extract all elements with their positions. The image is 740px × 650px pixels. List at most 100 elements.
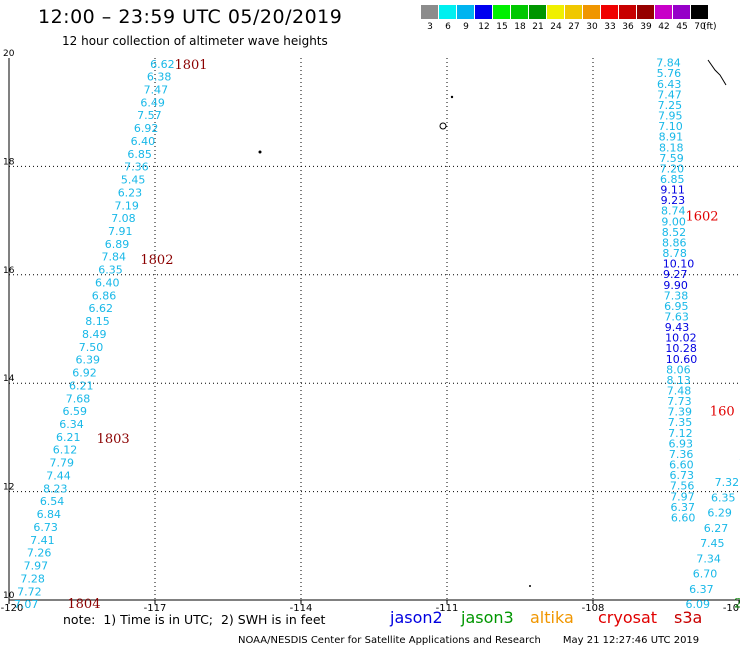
legend-label: 18 xyxy=(514,22,526,32)
chart-subtitle: 12 hour collection of altimeter wave hei… xyxy=(62,34,328,48)
wave-height-label: 10.10 xyxy=(663,258,695,271)
wave-height-label: 6.62 xyxy=(88,302,113,315)
wave-height-label: 6.40 xyxy=(95,276,120,289)
wave-height-label: 6.54 xyxy=(40,495,64,508)
wave-height-label: 5.76 xyxy=(657,67,682,80)
track-id-label: 1602 xyxy=(685,210,718,225)
wave-height-label: 6.21 xyxy=(69,379,94,392)
footer-timestamp: May 21 12:27:46 UTC 2019 xyxy=(562,635,700,646)
legend-swatch xyxy=(439,5,456,19)
x-tick-label: -120 xyxy=(1,603,24,614)
wave-height-label: 6.95 xyxy=(664,300,689,313)
wave-height-label: 6.49 xyxy=(140,96,165,109)
legend-label: 15 xyxy=(496,22,508,32)
edge-label: 221 xyxy=(734,597,740,612)
wave-height-label: 6.21 xyxy=(56,431,81,444)
wave-height-label: 7.95 xyxy=(658,110,683,123)
wave-height-label: 7.45 xyxy=(700,537,725,550)
wave-height-label: 7.34 xyxy=(696,552,721,565)
wave-height-label: 7.47 xyxy=(144,83,169,96)
wave-height-label: 10.28 xyxy=(665,342,697,355)
satellite-altika: altika xyxy=(530,608,574,627)
wave-height-label: 7.84 xyxy=(101,251,126,264)
wave-height-label: 8.15 xyxy=(85,315,110,328)
wave-height-label: 7.84 xyxy=(656,57,681,70)
legend-label: 3 xyxy=(427,22,433,32)
wave-height-label: 6.92 xyxy=(134,122,159,135)
wave-height-label: 6.73 xyxy=(670,469,695,482)
wave-height-label: 6.84 xyxy=(37,508,62,521)
wave-height-label: 6.92 xyxy=(72,367,97,380)
wave-height-label: 7.20 xyxy=(660,162,685,175)
wave-height-label: 7.28 xyxy=(20,572,44,585)
wave-height-label: 7.25 xyxy=(658,99,683,112)
wave-height-label: 6.89 xyxy=(105,238,130,251)
legend-label: 9 xyxy=(463,22,469,32)
wave-height-label: 6.37 xyxy=(671,501,696,514)
wave-height-label: 6.27 xyxy=(704,522,729,535)
satellite-s3a: s3a xyxy=(674,608,703,627)
wave-height-label: 7.79 xyxy=(50,457,75,470)
wave-height-label: 7.12 xyxy=(668,427,693,440)
wave-height-label: 6.93 xyxy=(668,437,693,450)
y-tick-label: 20 xyxy=(3,49,15,59)
wave-height-label: 7.91 xyxy=(108,225,133,238)
wave-height-label: 8.78 xyxy=(662,247,687,260)
wave-height-label: 7.57 xyxy=(137,109,162,122)
wave-height-label: 6.59 xyxy=(63,405,88,418)
wave-height-label: 8.86 xyxy=(662,236,687,249)
wave-height-label: 6.35 xyxy=(98,264,123,277)
track-id-label: 1801 xyxy=(174,58,207,73)
wave-height-label: 7.68 xyxy=(66,392,91,405)
legend-swatch xyxy=(673,5,690,19)
wave-height-label: 7.19 xyxy=(114,199,139,212)
wave-height-label: 7.48 xyxy=(667,385,692,398)
coast-segment xyxy=(707,59,727,86)
wave-height-label: 6.35 xyxy=(711,491,736,504)
track-id-label: 160 xyxy=(710,405,735,420)
wave-height-label: 9.43 xyxy=(665,321,690,334)
legend-swatch xyxy=(655,5,672,19)
legend-swatch xyxy=(583,5,600,19)
legend-swatch xyxy=(619,5,636,19)
wave-height-label: 6.39 xyxy=(76,354,101,367)
legend-swatch xyxy=(565,5,582,19)
wave-height-label: 7.41 xyxy=(30,534,55,547)
chart-title: 12:00 – 23:59 UTC 05/20/2019 xyxy=(38,6,343,28)
wave-height-label: 6.60 xyxy=(671,511,696,524)
wave-height-label: 9.11 xyxy=(660,184,685,197)
wave-height-label: 8.91 xyxy=(659,131,684,144)
wave-height-label: 6.60 xyxy=(669,459,694,472)
wave-height-label: 6.38 xyxy=(147,71,172,84)
wave-height-label: 7.50 xyxy=(79,341,104,354)
track-id-label: 1803 xyxy=(97,432,130,447)
wave-height-label: 5.45 xyxy=(121,174,146,187)
wave-height-label: 7.38 xyxy=(664,289,689,302)
wave-height-label: 7.63 xyxy=(664,310,689,323)
wave-height-label: 6.86 xyxy=(92,289,117,302)
wave-height-label: 6.85 xyxy=(660,173,685,186)
wave-height-label: 7.56 xyxy=(670,480,695,493)
legend-label: 27 xyxy=(568,22,580,32)
wave-height-label: 9.00 xyxy=(661,215,686,228)
legend-unit: (ft) xyxy=(703,22,717,32)
wave-height-label: 8.06 xyxy=(666,363,691,376)
wave-height-label: 7.36 xyxy=(669,448,694,461)
legend-swatch xyxy=(511,5,528,19)
legend-label: 12 xyxy=(478,22,490,32)
x-tick-label: -111 xyxy=(436,603,459,614)
wave-height-label: 9.90 xyxy=(663,279,688,292)
wave-height-label: 7.10 xyxy=(658,120,683,133)
legend-label: 36 xyxy=(622,22,634,32)
footer-agency: NOAA/NESDIS Center for Satellite Applica… xyxy=(238,635,541,646)
wave-height-label: 7.73 xyxy=(667,395,692,408)
wave-height-label: 9.23 xyxy=(661,194,686,207)
wave-height-label: 7.72 xyxy=(17,585,42,598)
wave-height-label: 7.97 xyxy=(24,560,48,573)
legend-swatch xyxy=(637,5,654,19)
legend-label: 21 xyxy=(532,22,544,32)
legend-swatch xyxy=(601,5,618,19)
wave-height-label: 8.49 xyxy=(82,328,107,341)
wave-height-label: 7.35 xyxy=(668,416,693,429)
